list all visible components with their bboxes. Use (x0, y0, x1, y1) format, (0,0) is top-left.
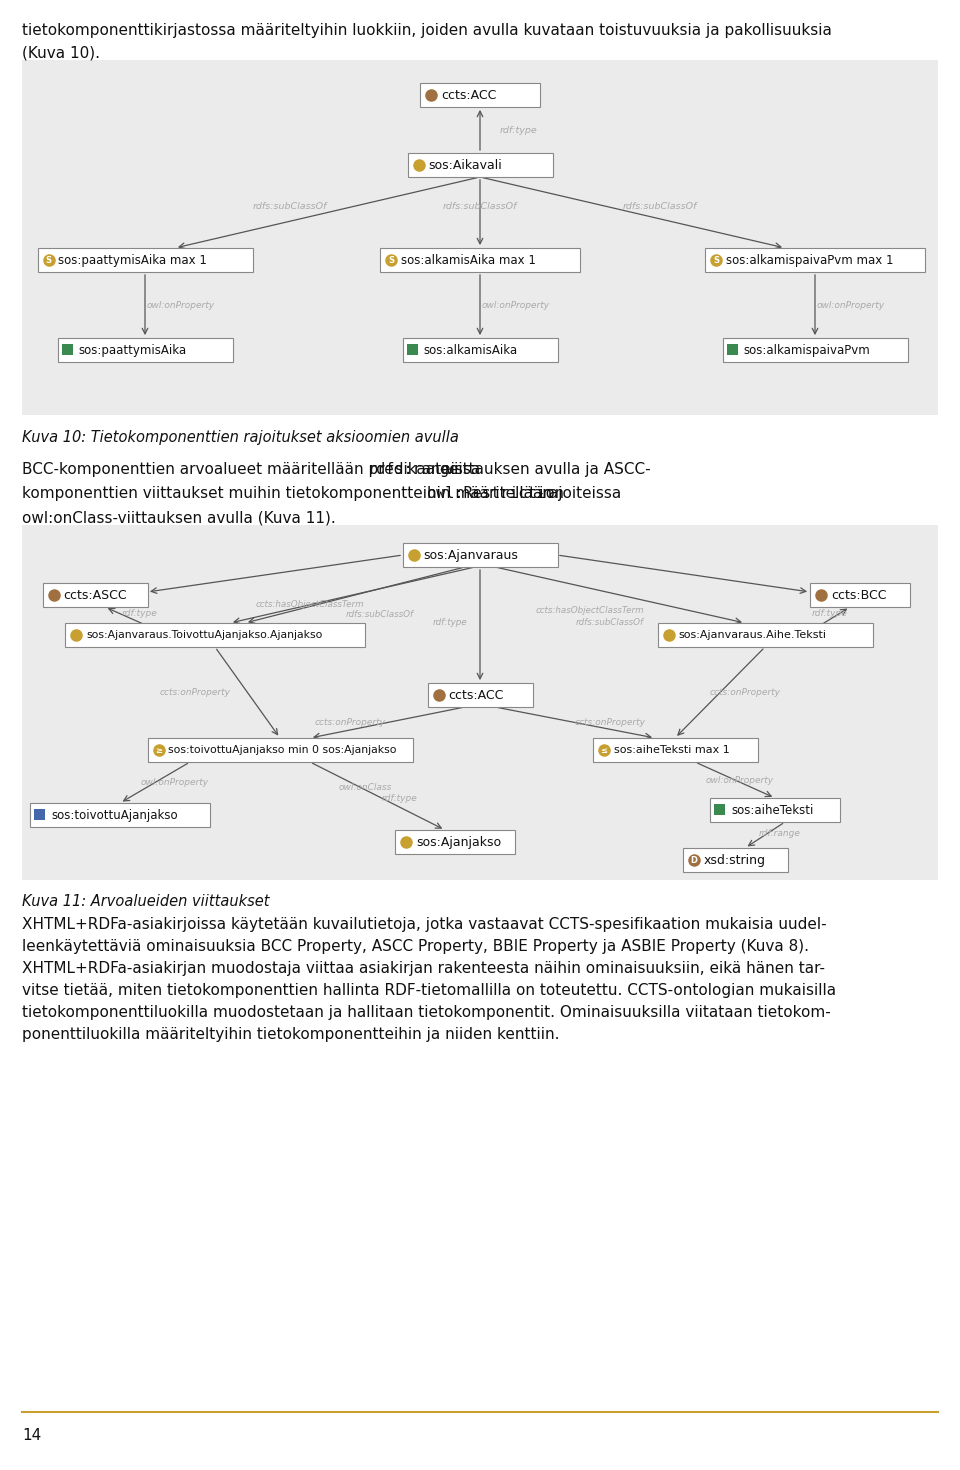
Text: ccts:onProperty: ccts:onProperty (574, 717, 645, 726)
Text: owl:onClass: owl:onClass (338, 782, 392, 791)
Text: sos:aiheTeksti: sos:aiheTeksti (731, 804, 813, 816)
FancyBboxPatch shape (723, 338, 907, 362)
Text: owl:onProperty: owl:onProperty (141, 778, 209, 786)
FancyBboxPatch shape (65, 623, 365, 647)
Text: rdf:type: rdf:type (382, 794, 418, 803)
Text: S: S (713, 256, 719, 265)
FancyBboxPatch shape (380, 248, 580, 272)
FancyBboxPatch shape (592, 738, 757, 761)
FancyBboxPatch shape (427, 684, 533, 707)
FancyBboxPatch shape (148, 738, 413, 761)
FancyBboxPatch shape (402, 542, 558, 567)
FancyBboxPatch shape (22, 60, 938, 415)
FancyBboxPatch shape (727, 344, 737, 354)
Text: XHTML+RDFa-asiakirjoissa käytetään kuvailutietoja, jotka vastaavat CCTS-spesifik: XHTML+RDFa-asiakirjoissa käytetään kuvai… (22, 917, 827, 932)
Text: sos:paattymisAika: sos:paattymisAika (79, 344, 186, 357)
Text: sos:alkamispaivaPvm: sos:alkamispaivaPvm (743, 344, 871, 357)
Text: owl:onProperty: owl:onProperty (482, 300, 550, 310)
Text: -viittauksen avulla ja ASCC-: -viittauksen avulla ja ASCC- (441, 462, 651, 476)
Text: tietokomponenttikirjastossa määriteltyihin luokkiin, joiden avulla kuvataan tois: tietokomponenttikirjastossa määriteltyih… (22, 24, 832, 38)
Text: tietokomponenttiluokilla muodostetaan ja hallitaan tietokomponentit. Ominaisuuks: tietokomponenttiluokilla muodostetaan ja… (22, 1005, 830, 1020)
Text: XHTML+RDFa-asiakirjan muodostaja viittaa asiakirjan rakenteesta näihin ominaisuu: XHTML+RDFa-asiakirjan muodostaja viittaa… (22, 961, 825, 976)
FancyBboxPatch shape (395, 831, 515, 854)
FancyBboxPatch shape (705, 248, 925, 272)
Text: sos:alkamispaivaPvm max 1: sos:alkamispaivaPvm max 1 (726, 253, 894, 266)
Text: rdfs:subClassOf: rdfs:subClassOf (623, 201, 697, 210)
FancyBboxPatch shape (58, 338, 232, 362)
Text: vitse tietää, miten tietokomponenttien hallinta RDF-tietomallilla on toteutettu.: vitse tietää, miten tietokomponenttien h… (22, 983, 836, 998)
Text: sos:Ajanvaraus.ToivottuAjanjakso.Ajanjakso: sos:Ajanvaraus.ToivottuAjanjakso.Ajanjak… (86, 631, 323, 639)
FancyBboxPatch shape (714, 804, 725, 814)
Text: rdfs:subClassOf: rdfs:subClassOf (576, 617, 644, 626)
Text: Kuva 11: Arvoalueiden viittaukset: Kuva 11: Arvoalueiden viittaukset (22, 894, 270, 908)
Text: BCC-komponenttien arvoalueet määritellään predikaateissa: BCC-komponenttien arvoalueet määritellää… (22, 462, 485, 476)
Text: rdf:type: rdf:type (433, 617, 468, 626)
Text: rdfs:subClassOf: rdfs:subClassOf (346, 610, 414, 619)
Text: S: S (45, 256, 52, 265)
Text: ccts:ASCC: ccts:ASCC (63, 588, 127, 601)
Text: -rajoiteissa: -rajoiteissa (538, 487, 622, 501)
Text: owl:onProperty: owl:onProperty (817, 300, 885, 310)
Text: ccts:onProperty: ccts:onProperty (315, 717, 386, 726)
FancyBboxPatch shape (30, 803, 210, 828)
Text: sos:Ajanvaraus.Aihe.Teksti: sos:Ajanvaraus.Aihe.Teksti (679, 631, 827, 639)
Text: leenkäytettäviä ominaisuuksia BCC Property, ASCC Property, BBIE Property ja ASBI: leenkäytettäviä ominaisuuksia BCC Proper… (22, 939, 809, 954)
FancyBboxPatch shape (61, 344, 73, 354)
Text: owl:onProperty: owl:onProperty (706, 776, 774, 785)
Text: ≤: ≤ (600, 745, 607, 754)
Text: 14: 14 (22, 1427, 41, 1444)
Text: sos:paattymisAika max 1: sos:paattymisAika max 1 (59, 253, 207, 266)
Text: ccts:onProperty: ccts:onProperty (709, 688, 780, 697)
FancyBboxPatch shape (42, 584, 148, 607)
Text: sos:Aikavali: sos:Aikavali (428, 159, 502, 172)
Text: sos:Ajanvaraus: sos:Ajanvaraus (423, 548, 518, 562)
Text: rdf:type: rdf:type (812, 609, 848, 617)
FancyBboxPatch shape (34, 809, 45, 820)
Text: ccts:BCC: ccts:BCC (831, 588, 886, 601)
Text: ccts:hasObjectClassTerm: ccts:hasObjectClassTerm (536, 606, 644, 614)
Text: D: D (690, 856, 697, 864)
Text: rdfs:subClassOf: rdfs:subClassOf (443, 201, 517, 210)
FancyBboxPatch shape (402, 338, 558, 362)
Text: sos:alkamisAika max 1: sos:alkamisAika max 1 (401, 253, 536, 266)
Text: owl:onProperty: owl:onProperty (147, 300, 215, 310)
Text: sos:toivottuAjanjakso: sos:toivottuAjanjakso (51, 809, 178, 822)
Text: sos:Ajanjakso: sos:Ajanjakso (416, 835, 501, 848)
Text: ccts:hasObjectClassTerm: ccts:hasObjectClassTerm (255, 600, 364, 609)
Text: ccts:ACC: ccts:ACC (441, 88, 496, 101)
Text: owl:onClass-viittauksen avulla (Kuva 11).: owl:onClass-viittauksen avulla (Kuva 11)… (22, 510, 336, 525)
FancyBboxPatch shape (658, 623, 873, 647)
FancyBboxPatch shape (420, 82, 540, 107)
Text: ccts:ACC: ccts:ACC (448, 688, 504, 701)
FancyBboxPatch shape (407, 153, 553, 176)
Text: (Kuva 10).: (Kuva 10). (22, 46, 100, 60)
FancyBboxPatch shape (22, 525, 938, 881)
Text: sos:toivottuAjanjakso min 0 sos:Ajanjakso: sos:toivottuAjanjakso min 0 sos:Ajanjaks… (169, 745, 397, 756)
Text: owl:Restriction: owl:Restriction (427, 487, 564, 501)
FancyBboxPatch shape (37, 248, 252, 272)
FancyBboxPatch shape (683, 848, 787, 872)
Text: komponenttien viittaukset muihin tietokomponentteihin määritellään: komponenttien viittaukset muihin tietoko… (22, 487, 557, 501)
Text: sos:aiheTeksti max 1: sos:aiheTeksti max 1 (613, 745, 730, 756)
Text: rdf:type: rdf:type (500, 125, 538, 134)
FancyBboxPatch shape (810, 584, 910, 607)
Text: rdf:range: rdf:range (759, 829, 801, 838)
Text: ccts:onProperty: ccts:onProperty (159, 688, 230, 697)
FancyBboxPatch shape (406, 344, 418, 354)
Text: rdfs:subClassOf: rdfs:subClassOf (252, 201, 327, 210)
Text: xsd:string: xsd:string (704, 854, 765, 866)
Text: S: S (388, 256, 394, 265)
Text: Kuva 10: Tietokomponenttien rajoitukset aksioomien avulla: Kuva 10: Tietokomponenttien rajoitukset … (22, 431, 459, 445)
Text: ≥: ≥ (155, 745, 162, 754)
Text: rdf:type: rdf:type (122, 609, 157, 617)
FancyBboxPatch shape (710, 798, 840, 822)
Text: rdfs:range: rdfs:range (367, 462, 458, 476)
Text: ponenttiluokilla määriteltyihin tietokomponentteihin ja niiden kenttiin.: ponenttiluokilla määriteltyihin tietokom… (22, 1028, 560, 1042)
Text: sos:alkamisAika: sos:alkamisAika (423, 344, 517, 357)
